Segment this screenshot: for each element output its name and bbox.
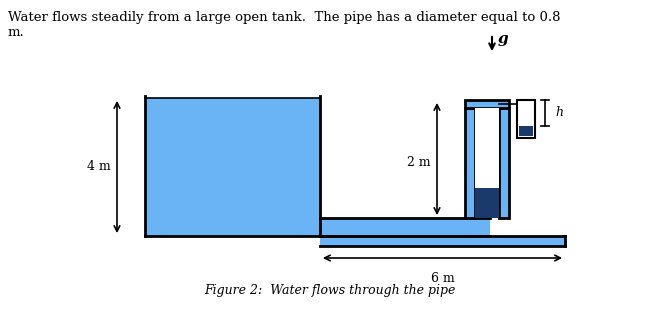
Text: 2 m: 2 m: [407, 156, 431, 169]
Bar: [320, 236, 565, 246]
Text: 6 m: 6 m: [430, 272, 454, 285]
Text: Water flows steadily from a large open tank.  The pipe has a diameter equal to 0: Water flows steadily from a large open t…: [8, 11, 561, 39]
Text: h: h: [555, 106, 563, 119]
Bar: [475, 188, 499, 218]
Bar: [519, 126, 533, 136]
Bar: [465, 108, 475, 218]
Bar: [475, 108, 499, 188]
Text: Figure 2:  Water flows through the pipe: Figure 2: Water flows through the pipe: [204, 284, 455, 297]
Bar: [320, 218, 490, 236]
Text: g: g: [498, 32, 508, 46]
Bar: [499, 108, 509, 218]
Text: 4 m: 4 m: [87, 160, 111, 174]
Bar: [517, 100, 535, 138]
Bar: [145, 98, 320, 236]
Bar: [465, 100, 509, 108]
